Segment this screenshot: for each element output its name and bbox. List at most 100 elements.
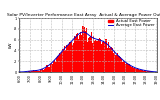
Bar <box>65 50 66 72</box>
Bar <box>141 70 142 72</box>
Bar <box>124 62 125 72</box>
Bar <box>63 50 64 72</box>
Bar <box>136 69 137 72</box>
Bar <box>118 56 119 72</box>
Bar <box>52 64 53 72</box>
Bar <box>45 68 46 72</box>
Bar <box>60 54 61 72</box>
Bar <box>148 71 149 72</box>
Bar <box>44 69 45 72</box>
Bar <box>111 47 112 72</box>
Bar <box>122 62 123 72</box>
Bar <box>80 32 81 72</box>
Bar <box>116 55 117 72</box>
Bar <box>112 48 113 72</box>
Bar <box>115 55 116 72</box>
Bar <box>41 69 42 72</box>
Bar <box>91 32 92 72</box>
Bar <box>69 42 70 72</box>
Bar <box>67 46 68 72</box>
Bar <box>78 39 79 72</box>
Bar <box>113 53 114 72</box>
Bar <box>132 66 133 72</box>
Bar <box>50 64 51 72</box>
Bar <box>72 44 73 72</box>
Bar <box>146 71 147 72</box>
Bar <box>31 71 32 72</box>
Bar <box>101 44 102 72</box>
Legend: Actual East Power, Average East Power: Actual East Power, Average East Power <box>108 19 155 28</box>
Bar <box>98 39 99 72</box>
Bar <box>133 68 134 72</box>
Bar <box>143 71 144 72</box>
Bar <box>127 64 128 72</box>
Bar <box>87 42 88 72</box>
Bar <box>57 56 58 72</box>
Bar <box>130 66 131 72</box>
Bar <box>66 45 67 72</box>
Bar <box>102 42 103 72</box>
Bar <box>93 36 94 72</box>
Bar <box>59 53 60 72</box>
Bar <box>79 35 80 72</box>
Bar <box>28 71 29 72</box>
Bar <box>117 53 118 72</box>
Bar <box>64 46 65 72</box>
Bar <box>140 70 141 72</box>
Bar <box>55 62 56 72</box>
Bar <box>56 58 57 72</box>
Bar <box>151 71 152 72</box>
Bar <box>110 48 111 72</box>
Bar <box>121 59 122 72</box>
Bar <box>95 40 96 72</box>
Bar <box>35 71 36 72</box>
Bar <box>86 28 87 72</box>
Bar <box>89 37 90 72</box>
Bar <box>30 71 31 72</box>
Bar <box>134 68 135 72</box>
Bar <box>145 71 146 72</box>
Bar <box>138 69 139 72</box>
Bar <box>150 71 151 72</box>
Bar <box>42 69 43 72</box>
Bar <box>108 42 109 72</box>
Bar <box>34 70 35 72</box>
Bar <box>40 70 41 72</box>
Bar <box>58 56 59 72</box>
Bar <box>70 42 71 72</box>
Bar <box>88 38 89 72</box>
Bar <box>94 41 95 72</box>
Bar <box>120 57 121 72</box>
Bar <box>43 70 44 72</box>
Bar <box>85 31 86 72</box>
Bar <box>36 70 37 72</box>
Bar <box>104 44 105 72</box>
Bar <box>105 39 106 72</box>
Bar <box>76 31 77 72</box>
Bar <box>109 48 110 72</box>
Bar <box>38 71 39 72</box>
Bar <box>46 65 47 72</box>
Bar <box>139 70 140 72</box>
Bar <box>29 71 30 72</box>
Bar <box>90 36 91 72</box>
Bar <box>137 68 138 72</box>
Bar <box>96 41 97 72</box>
Bar <box>128 64 129 72</box>
Bar <box>144 70 145 72</box>
Bar <box>135 68 136 72</box>
Bar <box>74 36 75 72</box>
Bar <box>61 52 62 72</box>
Bar <box>33 70 34 72</box>
Bar <box>54 60 55 72</box>
Bar <box>119 56 120 72</box>
Y-axis label: kW: kW <box>8 42 12 48</box>
Bar <box>114 51 115 72</box>
Bar <box>73 43 74 72</box>
Bar <box>77 33 78 72</box>
Bar <box>82 26 83 72</box>
Bar <box>106 40 107 72</box>
Title: Solar PV/Inverter Performance East Array  Actual & Average Power Output: Solar PV/Inverter Performance East Array… <box>7 13 160 17</box>
Bar <box>51 63 52 72</box>
Bar <box>125 64 126 72</box>
